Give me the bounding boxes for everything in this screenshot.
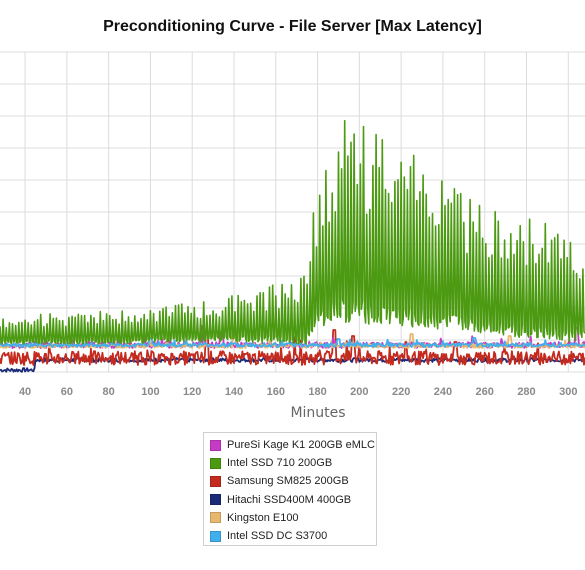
legend-item[interactable]: Hitachi SSD400M 400GB — [210, 491, 376, 509]
legend-item[interactable]: Intel SSD DC S3700 — [210, 527, 376, 545]
legend-label: Hitachi SSD400M 400GB — [227, 493, 352, 506]
x-tick-label: 160 — [267, 386, 285, 398]
legend: PureSi Kage K1 200GB eMLC Intel SSD 710 2… — [203, 432, 377, 546]
x-tick-label: 80 — [103, 386, 115, 398]
x-axis-title: Minutes — [290, 405, 345, 421]
legend-swatch — [210, 512, 221, 524]
series-line-intel-ssd-dc-s3700 — [0, 337, 585, 348]
x-tick-label: 220 — [392, 386, 410, 398]
x-tick-label: 100 — [141, 386, 159, 398]
x-tick-label: 120 — [183, 386, 201, 398]
legend-swatch — [210, 457, 221, 469]
series-line-intel-ssd-710-200gb — [0, 119, 585, 345]
legend-swatch — [210, 439, 221, 451]
x-axis-ticks: 40 60 80 100 120 140 160 180 200 220 240 260 280 300 — [19, 386, 578, 398]
x-tick-label: 300 — [559, 386, 577, 398]
legend-label: Samsung SM825 200GB — [227, 475, 349, 488]
legend-label: PureSi Kage K1 200GB eMLC — [227, 439, 375, 452]
legend-label: Intel SSD 710 200GB — [227, 457, 333, 470]
legend-swatch — [210, 530, 221, 542]
x-tick-label: 280 — [517, 386, 535, 398]
legend-item[interactable]: PureSi Kage K1 200GB eMLC — [210, 436, 376, 454]
legend-swatch — [210, 494, 221, 506]
legend-swatch — [210, 475, 221, 487]
legend-label: Intel SSD DC S3700 — [227, 530, 328, 543]
x-tick-label: 200 — [350, 386, 368, 398]
x-tick-label: 40 — [19, 386, 31, 398]
legend-label: Kingston E100 — [227, 511, 299, 524]
x-tick-label: 140 — [225, 386, 243, 398]
x-tick-label: 260 — [476, 386, 494, 398]
legend-item[interactable]: Intel SSD 710 200GB — [210, 454, 376, 472]
series-lines — [0, 119, 585, 373]
series-line-samsung-sm825-200gb — [0, 329, 585, 366]
x-tick-label: 240 — [434, 386, 452, 398]
chart-title: Preconditioning Curve - File Server [Max… — [103, 18, 482, 35]
x-tick-label: 60 — [61, 386, 73, 398]
x-tick-label: 180 — [308, 386, 326, 398]
legend-item[interactable]: Kingston E100 — [210, 509, 376, 527]
legend-item[interactable]: Samsung SM825 200GB — [210, 472, 376, 490]
